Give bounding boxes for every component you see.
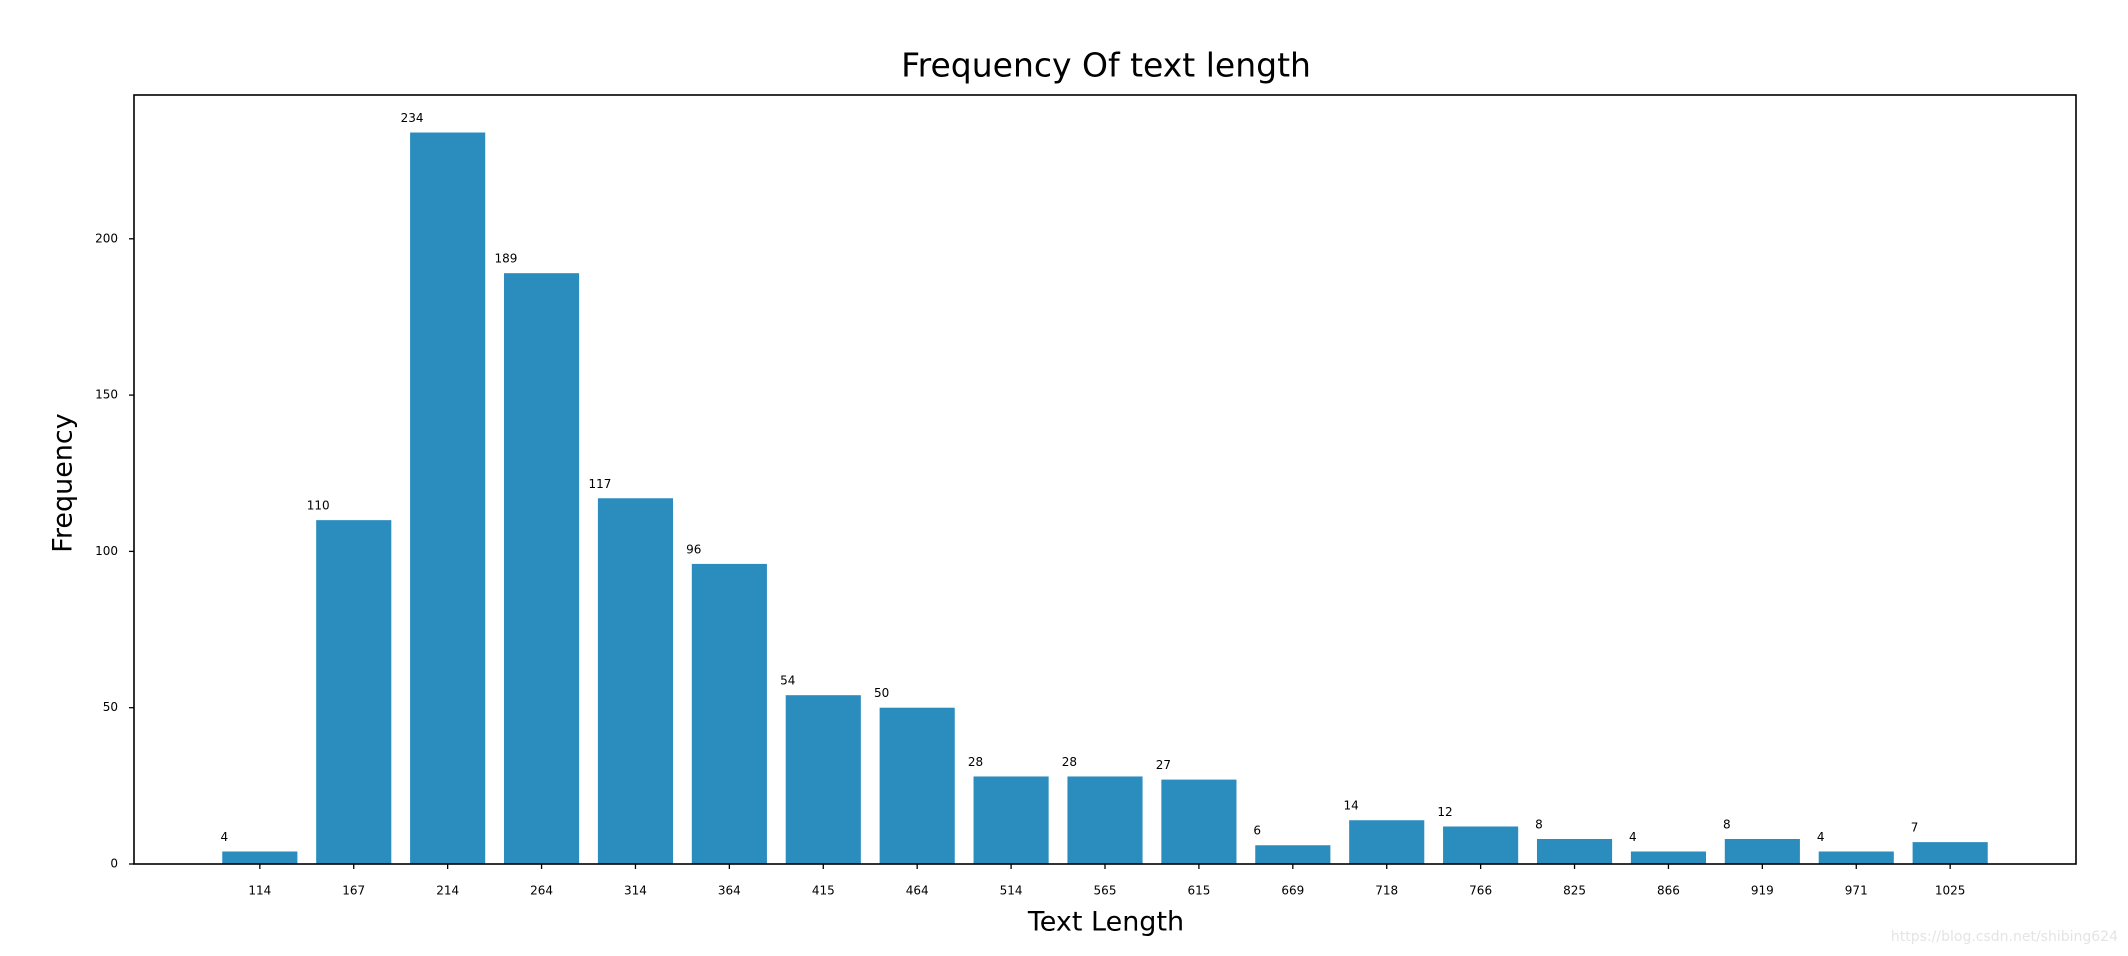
bar: [1255, 845, 1331, 864]
bar: [222, 851, 298, 864]
value-label: 189: [495, 252, 518, 266]
bar: [1630, 851, 1707, 864]
value-label: 4: [220, 830, 228, 844]
value-label: 234: [401, 111, 424, 125]
bar: [1067, 776, 1143, 864]
value-label: 8: [1535, 817, 1543, 831]
bar: [1349, 820, 1425, 864]
bar: [691, 563, 767, 864]
bar: [597, 498, 674, 864]
x-tick-label: 615: [1187, 884, 1210, 898]
value-label: 4: [1629, 830, 1637, 844]
value-label: 110: [307, 499, 330, 513]
bar: [1161, 779, 1237, 864]
value-label: 8: [1723, 817, 1731, 831]
bar: [1818, 851, 1894, 864]
x-tick-label: 415: [812, 884, 835, 898]
bar: [410, 132, 486, 864]
y-axis-label: Frequency: [48, 413, 79, 553]
x-tick-label: 866: [1657, 884, 1680, 898]
value-label: 28: [1062, 755, 1077, 769]
x-tick-label: 514: [1000, 884, 1023, 898]
value-label: 6: [1253, 824, 1261, 838]
value-label: 96: [686, 542, 701, 556]
bar: [973, 776, 1049, 864]
bar: [316, 520, 392, 864]
x-tick-label: 919: [1751, 884, 1774, 898]
x-tick-label: 114: [248, 884, 271, 898]
x-tick-label: 1025: [1935, 884, 1966, 898]
x-tick-label: 766: [1469, 884, 1492, 898]
value-label: 7: [1911, 821, 1919, 835]
x-tick-label: 364: [718, 884, 741, 898]
bar: [1912, 842, 1988, 864]
bar: [1536, 838, 1613, 864]
x-tick-label: 718: [1375, 884, 1398, 898]
x-tick-label: 825: [1563, 884, 1586, 898]
x-tick-label: 214: [436, 884, 459, 898]
plot-frame: [133, 94, 2077, 865]
value-label: 4: [1817, 830, 1825, 844]
value-label: 50: [874, 686, 889, 700]
y-tick-label: 150: [95, 388, 118, 402]
bar: [1443, 826, 1519, 864]
x-tick-label: 464: [906, 884, 929, 898]
value-label: 117: [588, 477, 611, 491]
x-tick-label: 167: [342, 884, 365, 898]
x-tick-label: 565: [1094, 884, 1117, 898]
y-tick-label: 50: [103, 700, 118, 714]
x-tick-label: 264: [530, 884, 553, 898]
x-tick-label: 669: [1281, 884, 1304, 898]
bar: [879, 707, 955, 864]
bar: [503, 273, 580, 864]
y-tick-label: 100: [95, 544, 118, 558]
x-tick-label: 971: [1845, 884, 1868, 898]
bar: [1724, 838, 1800, 864]
bar: [785, 695, 861, 864]
watermark: https://blog.csdn.net/shibing624: [1891, 929, 2118, 945]
value-label: 54: [780, 674, 795, 688]
value-label: 12: [1437, 805, 1452, 819]
chart-title: Frequency Of text length: [901, 46, 1311, 85]
x-axis-label: Text Length: [1027, 907, 1184, 938]
y-tick-label: 200: [95, 231, 118, 245]
value-label: 27: [1156, 758, 1171, 772]
x-tick-label: 314: [624, 884, 647, 898]
value-label: 14: [1344, 799, 1359, 813]
value-label: 28: [968, 755, 983, 769]
y-tick-label: 0: [110, 857, 118, 871]
